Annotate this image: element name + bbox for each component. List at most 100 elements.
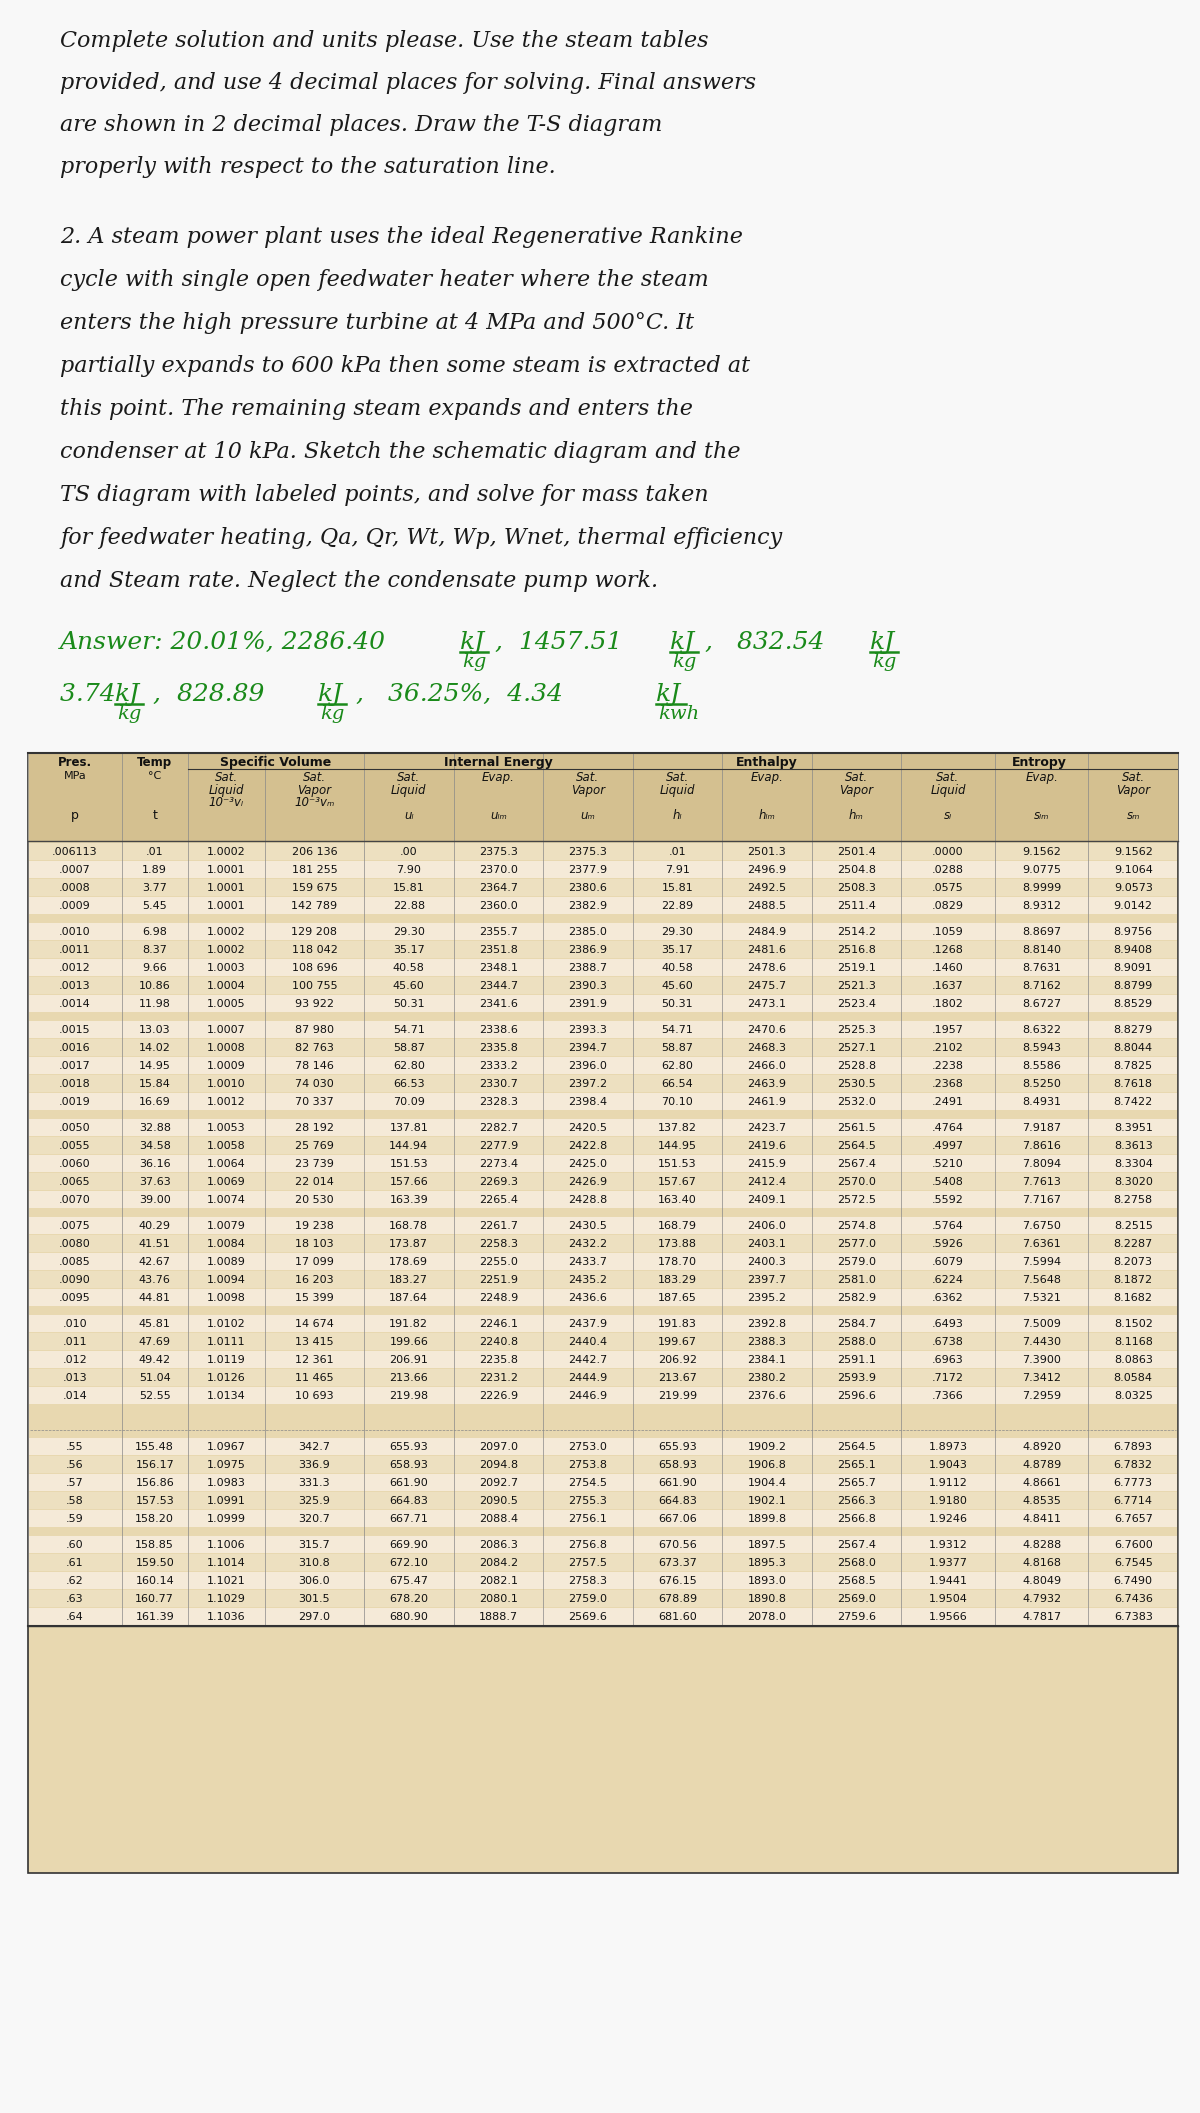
Text: TS diagram with labeled points, and solve for mass taken: TS diagram with labeled points, and solv… — [60, 484, 709, 505]
Text: 661.90: 661.90 — [390, 1477, 428, 1488]
Text: kJ: kJ — [670, 632, 695, 655]
Text: 163.39: 163.39 — [390, 1196, 428, 1204]
Text: 34.58: 34.58 — [139, 1141, 170, 1152]
Text: 2425.0: 2425.0 — [569, 1160, 607, 1168]
Text: 2086.3: 2086.3 — [479, 1540, 517, 1551]
Text: 7.4430: 7.4430 — [1022, 1338, 1061, 1346]
Text: .58: .58 — [66, 1496, 84, 1507]
Text: 4.8920: 4.8920 — [1022, 1441, 1061, 1452]
Text: Sat.: Sat. — [666, 771, 689, 784]
Text: 1904.4: 1904.4 — [748, 1477, 786, 1488]
Text: 8.4931: 8.4931 — [1022, 1097, 1061, 1107]
Text: Sat.: Sat. — [1122, 771, 1145, 784]
Text: 1.0094: 1.0094 — [206, 1274, 246, 1285]
Text: 1.0102: 1.0102 — [206, 1319, 246, 1329]
Text: 2514.2: 2514.2 — [836, 928, 876, 936]
Text: 658.93: 658.93 — [389, 1460, 428, 1471]
Text: 2481.6: 2481.6 — [748, 945, 786, 955]
Text: .0008: .0008 — [59, 883, 91, 894]
Text: 2758.3: 2758.3 — [569, 1576, 607, 1587]
Text: 2255.0: 2255.0 — [479, 1257, 517, 1268]
Text: 163.40: 163.40 — [658, 1196, 697, 1204]
Text: 325.9: 325.9 — [299, 1496, 330, 1507]
Text: 297.0: 297.0 — [299, 1612, 330, 1623]
Text: 6.7600: 6.7600 — [1114, 1540, 1153, 1551]
Text: 8.1682: 8.1682 — [1114, 1293, 1153, 1304]
Text: 156.86: 156.86 — [136, 1477, 174, 1488]
Text: 54.71: 54.71 — [392, 1025, 425, 1035]
Text: 676.15: 676.15 — [658, 1576, 697, 1587]
Bar — [29, 1056, 1177, 1073]
Bar — [29, 1289, 1177, 1306]
Text: 37.63: 37.63 — [139, 1177, 170, 1188]
Text: 6.7773: 6.7773 — [1114, 1477, 1153, 1488]
Text: 2375.3: 2375.3 — [479, 847, 517, 858]
Text: 2444.9: 2444.9 — [569, 1373, 607, 1384]
Text: 2360.0: 2360.0 — [479, 900, 517, 911]
Text: 8.37: 8.37 — [143, 945, 167, 955]
Text: 2569.0: 2569.0 — [836, 1593, 876, 1604]
Text: 1.0098: 1.0098 — [206, 1293, 246, 1304]
Text: .0018: .0018 — [59, 1080, 91, 1088]
Text: 178.70: 178.70 — [658, 1257, 697, 1268]
Text: 35.17: 35.17 — [392, 945, 425, 955]
Text: 1.0991: 1.0991 — [206, 1496, 246, 1507]
Text: provided, and use 4 decimal places for solving. Final answers: provided, and use 4 decimal places for s… — [60, 72, 756, 93]
Text: 2756.1: 2756.1 — [569, 1515, 607, 1523]
Text: 8.3613: 8.3613 — [1114, 1141, 1153, 1152]
Text: 58.87: 58.87 — [392, 1044, 425, 1052]
Text: 1.9312: 1.9312 — [929, 1540, 967, 1551]
Text: 8.2758: 8.2758 — [1114, 1196, 1153, 1204]
Text: 2364.7: 2364.7 — [479, 883, 518, 894]
Text: 2377.9: 2377.9 — [569, 864, 607, 875]
Text: 87 980: 87 980 — [295, 1025, 334, 1035]
Text: 2566.8: 2566.8 — [836, 1515, 876, 1523]
Text: 2753.0: 2753.0 — [569, 1441, 607, 1452]
Text: 2344.7: 2344.7 — [479, 980, 518, 991]
Text: 39.00: 39.00 — [139, 1196, 170, 1204]
Text: .6738: .6738 — [932, 1338, 964, 1346]
Text: 144.95: 144.95 — [658, 1141, 697, 1152]
Text: 2388.3: 2388.3 — [748, 1338, 786, 1346]
Text: .1059: .1059 — [932, 928, 964, 936]
Text: 158.85: 158.85 — [136, 1540, 174, 1551]
Text: enters the high pressure turbine at 4 MPa and 500°C. It: enters the high pressure turbine at 4 MP… — [60, 313, 694, 334]
Text: 4.7932: 4.7932 — [1022, 1593, 1061, 1604]
Text: 2395.2: 2395.2 — [748, 1293, 786, 1304]
Text: 1.0967: 1.0967 — [206, 1441, 246, 1452]
Text: 661.90: 661.90 — [658, 1477, 697, 1488]
Text: 2759.6: 2759.6 — [836, 1612, 876, 1623]
Text: 14.02: 14.02 — [139, 1044, 170, 1052]
Text: 2527.1: 2527.1 — [836, 1044, 876, 1052]
Text: kJ: kJ — [656, 682, 682, 706]
Text: 6.7832: 6.7832 — [1114, 1460, 1153, 1471]
Text: 8.5943: 8.5943 — [1022, 1044, 1061, 1052]
Text: 7.91: 7.91 — [665, 864, 690, 875]
Text: .60: .60 — [66, 1540, 84, 1551]
Bar — [28, 752, 1178, 841]
Text: 664.83: 664.83 — [389, 1496, 428, 1507]
Text: 2. A steam power plant uses the ideal Regenerative Rankine: 2. A steam power plant uses the ideal Re… — [60, 226, 743, 247]
Text: 655.93: 655.93 — [658, 1441, 697, 1452]
Text: 2591.1: 2591.1 — [836, 1354, 876, 1365]
Text: 301.5: 301.5 — [299, 1593, 330, 1604]
Text: 2579.0: 2579.0 — [836, 1257, 876, 1268]
Text: 678.89: 678.89 — [658, 1593, 697, 1604]
Text: 2231.2: 2231.2 — [479, 1373, 518, 1384]
Text: 6.7545: 6.7545 — [1114, 1557, 1153, 1568]
Bar — [29, 1572, 1177, 1589]
Text: uₘ: uₘ — [581, 809, 595, 822]
Text: 2348.1: 2348.1 — [479, 964, 518, 972]
Text: .4764: .4764 — [932, 1122, 964, 1133]
Text: uₗ: uₗ — [404, 809, 414, 822]
Text: 4.8535: 4.8535 — [1022, 1496, 1061, 1507]
Text: 1.89: 1.89 — [143, 864, 167, 875]
Bar — [29, 1192, 1177, 1209]
Text: .00: .00 — [400, 847, 418, 858]
Bar — [29, 1314, 1177, 1331]
Text: 2511.4: 2511.4 — [836, 900, 876, 911]
Text: kJ: kJ — [460, 632, 485, 655]
Text: Evap.: Evap. — [1025, 771, 1058, 784]
Text: 8.8799: 8.8799 — [1114, 980, 1153, 991]
Text: 1888.7: 1888.7 — [479, 1612, 518, 1623]
